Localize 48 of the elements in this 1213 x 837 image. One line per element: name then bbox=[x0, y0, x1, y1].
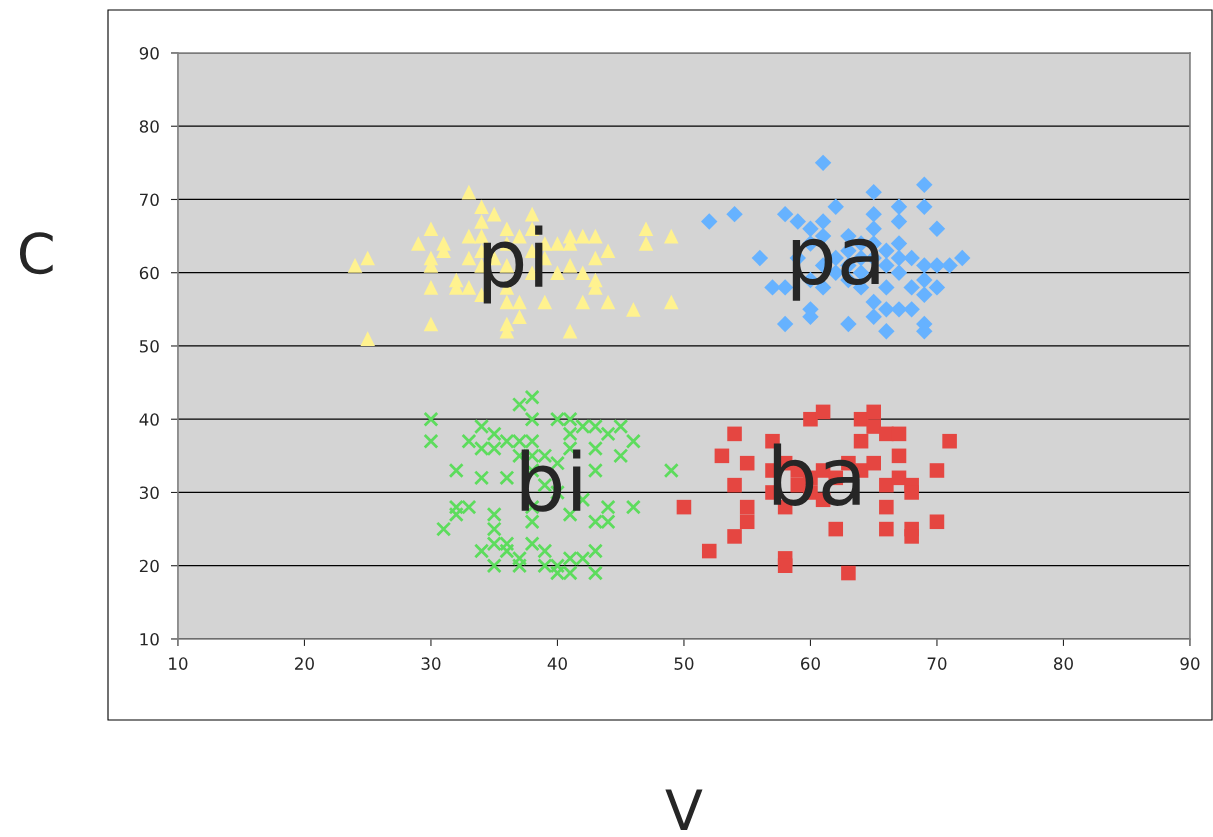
point bbox=[739, 514, 755, 530]
annotation: pa bbox=[792, 238, 879, 301]
x-tick-label: 30 bbox=[421, 657, 441, 670]
point bbox=[676, 499, 692, 515]
point bbox=[841, 565, 856, 581]
point bbox=[879, 499, 894, 515]
x-tick-label: 80 bbox=[1053, 657, 1073, 670]
y-tick-label: 60 bbox=[139, 266, 159, 280]
y-tick-label: 80 bbox=[139, 120, 159, 133]
y-axis-title: C bbox=[19, 232, 53, 275]
y-tick-label: 90 bbox=[139, 46, 159, 60]
point bbox=[739, 455, 755, 471]
point bbox=[879, 521, 894, 537]
point bbox=[904, 485, 919, 500]
y-tick-label: 10 bbox=[140, 632, 159, 646]
x-axis-title: V bbox=[665, 789, 703, 831]
point bbox=[727, 426, 742, 442]
point bbox=[727, 477, 742, 493]
x-tick-label: 70 bbox=[927, 657, 947, 670]
x-tick-label: 50 bbox=[674, 657, 694, 670]
x-tick-label: 40 bbox=[547, 657, 567, 670]
point bbox=[891, 448, 907, 464]
point bbox=[828, 521, 844, 537]
point bbox=[701, 543, 717, 559]
point bbox=[739, 499, 755, 515]
point bbox=[727, 529, 742, 544]
x-tick-label: 60 bbox=[801, 657, 820, 670]
point bbox=[777, 558, 793, 573]
x-tick-label: 20 bbox=[295, 657, 314, 670]
point bbox=[866, 419, 881, 434]
x-tick-label: 90 bbox=[1180, 657, 1200, 670]
y-tick-label: 40 bbox=[139, 413, 159, 426]
point bbox=[815, 404, 831, 420]
y-tick-label: 20 bbox=[139, 559, 159, 573]
point bbox=[929, 514, 945, 530]
y-tick-label: 70 bbox=[140, 193, 159, 207]
point bbox=[942, 433, 957, 449]
point bbox=[714, 448, 730, 464]
point bbox=[891, 426, 907, 442]
point bbox=[803, 411, 818, 427]
x-tick-label: 10 bbox=[169, 657, 188, 670]
y-tick-label: 50 bbox=[139, 339, 159, 353]
point bbox=[904, 529, 919, 544]
point bbox=[929, 463, 945, 478]
point bbox=[866, 455, 881, 471]
y-tick-label: 30 bbox=[139, 486, 159, 500]
point bbox=[866, 404, 881, 420]
point bbox=[879, 477, 894, 493]
